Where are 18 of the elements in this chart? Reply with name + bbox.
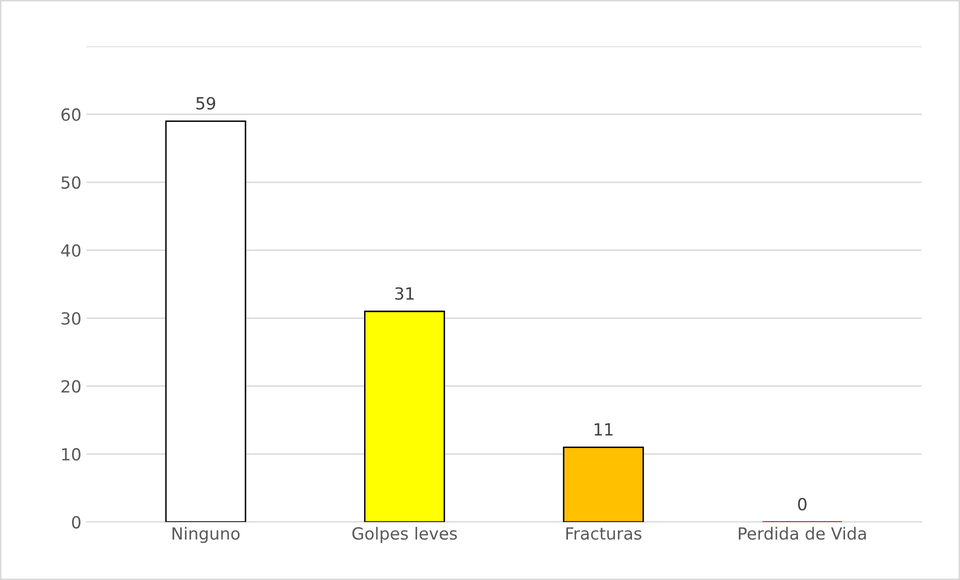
y-tick-label: 60 (61, 108, 80, 121)
data-label: 59 (196, 96, 216, 110)
bar (364, 310, 446, 522)
x-tick-label: Perdida de Vida (738, 526, 866, 540)
y-tick-label: 40 (61, 244, 80, 257)
x-tick-label: Ninguno (172, 526, 240, 543)
x-tick-label: Fracturas (566, 527, 642, 540)
data-label: 31 (395, 287, 414, 300)
y-tick-label: 30 (62, 312, 80, 325)
y-tick-label: 50 (62, 176, 80, 189)
y-tick-label: 10 (62, 448, 80, 461)
bar (165, 120, 246, 522)
x-tick-label: Golpes leves (352, 526, 457, 543)
data-label: 0 (798, 498, 806, 510)
bar (562, 446, 644, 522)
data-label: 11 (594, 423, 612, 436)
y-tick-label: 20 (62, 380, 80, 393)
y-tick-label: 0 (72, 516, 80, 529)
